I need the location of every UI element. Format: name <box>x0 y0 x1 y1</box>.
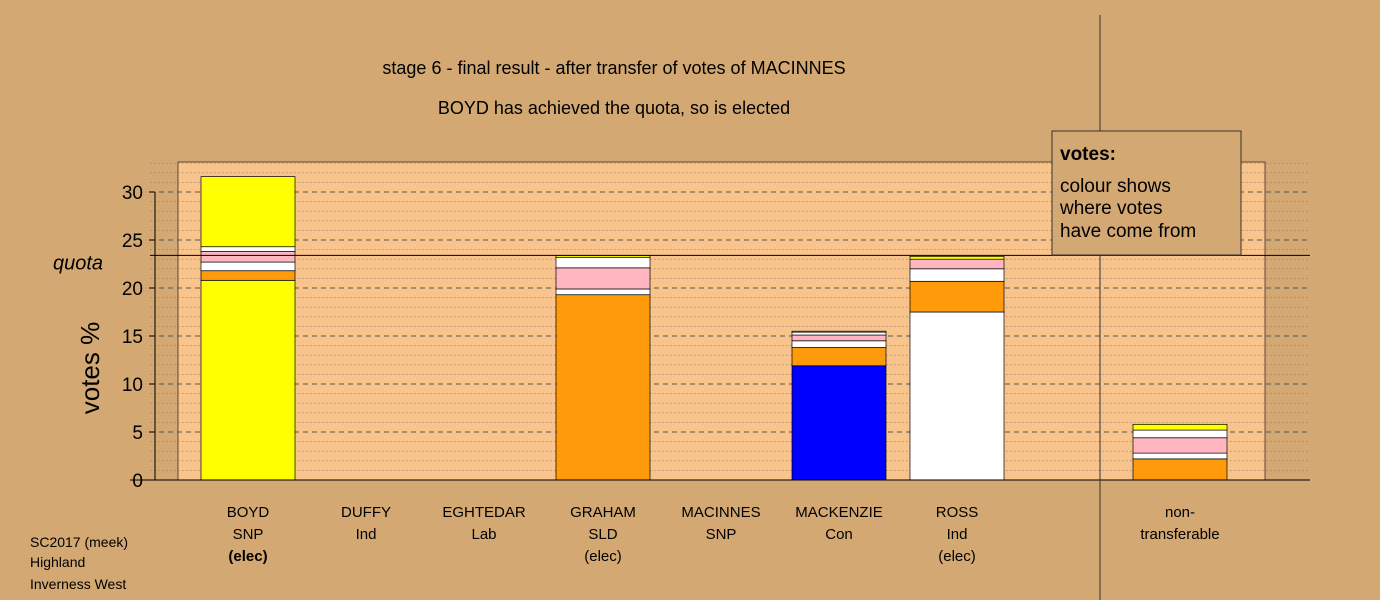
legend-title: votes: <box>1060 144 1116 165</box>
x-axis-labels: BOYD SNP (elec) DUFFY Ind EGHTEDAR Lab GRAHAM SL… <box>227 504 1220 565</box>
bar-segment <box>555 288 651 296</box>
footer-line-2: Highland <box>30 554 85 570</box>
bar-segment <box>909 311 1005 481</box>
bar-segment <box>791 365 887 481</box>
bar-segment <box>1132 429 1228 439</box>
x-tick-label: Ind <box>947 526 968 543</box>
bar-segment <box>1132 423 1228 431</box>
footer-line-3: Inverness West <box>30 576 126 592</box>
x-tick-label: SNP <box>233 526 264 543</box>
y-tick-label: 20 <box>122 279 143 300</box>
bar-segment <box>200 251 296 263</box>
chart-subtitle: BOYD has achieved the quota, so is elect… <box>438 98 790 118</box>
y-axis-label: votes % <box>75 322 105 415</box>
y-tick-label: 10 <box>122 375 143 396</box>
x-tick-label: transferable <box>1140 526 1219 543</box>
legend-box: votes: colour shows where votes have com… <box>1051 130 1242 256</box>
bar-segment <box>791 347 887 367</box>
y-axis: 0 5 10 15 20 25 30 <box>122 183 1310 492</box>
x-tick-label: ROSS <box>936 504 979 521</box>
x-tick-label: (elec) <box>584 548 622 565</box>
chart-title: stage 6 - final result - after transfer … <box>382 58 845 78</box>
bar-segment <box>909 258 1005 270</box>
x-tick-label: Ind <box>356 526 377 543</box>
bar-segment <box>200 246 296 252</box>
y-tick-label: 5 <box>132 423 143 444</box>
x-tick-label: Con <box>825 526 853 543</box>
legend-line-3: have come from <box>1060 221 1196 242</box>
bar-segment <box>555 294 651 481</box>
x-tick-label: BOYD <box>227 504 270 521</box>
bar-segment <box>791 340 887 348</box>
x-tick-label: non- <box>1165 504 1195 521</box>
y-tick-label: 30 <box>122 183 143 204</box>
x-tick-label: EGHTEDAR <box>442 504 526 521</box>
bar-segment <box>555 256 651 269</box>
x-tick-label: DUFFY <box>341 504 391 521</box>
footer-line-1: SC2017 (meek) <box>30 534 128 550</box>
x-tick-label: MACINNES <box>681 504 760 521</box>
bar-segment <box>909 255 1005 260</box>
x-tick-label: Lab <box>471 526 496 543</box>
x-tick-label: MACKENZIE <box>795 504 883 521</box>
bars <box>200 176 1228 481</box>
bar-segment <box>200 176 296 248</box>
legend-line-2: where votes <box>1059 198 1162 219</box>
bar-segment <box>909 280 1005 313</box>
y-tick-label: 25 <box>122 231 143 252</box>
bar-segment <box>1132 458 1228 481</box>
bar-segment <box>909 268 1005 282</box>
bar-segment <box>1132 452 1228 460</box>
bar-segment <box>555 267 651 290</box>
bar-segment <box>200 279 296 481</box>
x-tick-label: SLD <box>588 526 617 543</box>
bar-segment <box>791 334 887 342</box>
bar-segment <box>791 331 887 336</box>
quota-label: quota <box>53 252 103 274</box>
x-tick-label: GRAHAM <box>570 504 636 521</box>
x-tick-label: SNP <box>706 526 737 543</box>
bar-segment <box>200 261 296 272</box>
bar-segment <box>791 330 887 333</box>
legend-line-1: colour shows <box>1060 176 1171 197</box>
y-tick-label: 15 <box>122 327 143 348</box>
x-tick-label: (elec) <box>938 548 976 565</box>
y-tick-label: 0 <box>132 471 143 492</box>
x-tick-label: (elec) <box>228 548 267 565</box>
bar-segment <box>200 270 296 281</box>
bar-segment <box>1132 437 1228 454</box>
gridlines <box>150 162 1310 471</box>
